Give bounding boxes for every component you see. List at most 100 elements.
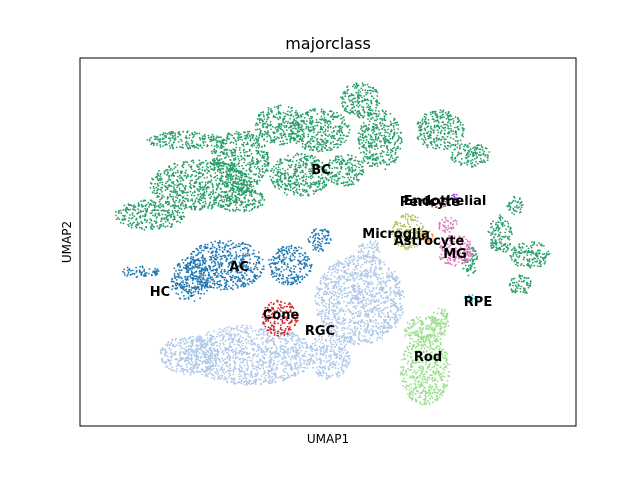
point-rgc [338, 337, 341, 340]
point-rgc [318, 345, 321, 348]
point-rod [423, 378, 426, 381]
point-rod [436, 332, 439, 335]
point-bc [257, 165, 259, 168]
point-bc [175, 146, 178, 149]
point-rgc [243, 381, 246, 384]
point-rgc [390, 271, 393, 274]
point-rgc [166, 355, 169, 358]
point-rgc [294, 354, 297, 356]
point-bc [151, 141, 154, 144]
point-bc [169, 169, 172, 172]
point-rgc [172, 343, 175, 346]
point-rgc [327, 315, 329, 318]
point-rgc [253, 342, 256, 345]
point-rgc [288, 376, 291, 379]
point-rgc [224, 376, 226, 378]
point-rod [412, 371, 414, 374]
point-rgc [221, 370, 224, 373]
point-rgc [328, 301, 331, 303]
point-rgc [272, 364, 274, 367]
point-bc [210, 179, 213, 182]
point-bc [208, 194, 211, 196]
point-rgc [363, 338, 366, 341]
point-bc [180, 190, 183, 193]
point-rgc [210, 335, 213, 338]
point-rgc [343, 300, 345, 303]
point-rgc [239, 370, 242, 373]
point-rgc [224, 349, 227, 352]
point-rod [426, 381, 429, 384]
point-rgc [376, 276, 378, 279]
point-bc [182, 204, 185, 207]
point-rgc [392, 277, 394, 280]
point-rgc [266, 341, 269, 344]
point-rgc [348, 361, 351, 363]
point-rgc [367, 275, 369, 277]
point-rgc [376, 304, 379, 307]
point-rgc [352, 288, 354, 291]
point-bc [215, 188, 218, 191]
point-bc [236, 189, 238, 192]
point-bc [198, 201, 201, 204]
point-bc [203, 206, 206, 208]
point-rgc [327, 282, 330, 285]
point-rgc [279, 375, 281, 378]
point-rod [429, 374, 431, 377]
point-rgc [292, 335, 294, 338]
point-rgc [212, 347, 215, 350]
point-rgc [231, 348, 234, 351]
point-rgc [336, 301, 338, 304]
point-rgc [370, 260, 373, 263]
point-rgc [338, 311, 341, 313]
point-rgc [384, 325, 387, 328]
point-rgc [177, 363, 180, 366]
point-rgc [303, 362, 305, 365]
point-rgc [311, 362, 314, 365]
point-rgc [240, 326, 243, 329]
point-rod [435, 325, 437, 328]
point-rgc [353, 332, 355, 335]
point-rgc [265, 348, 268, 351]
point-rgc [378, 307, 381, 310]
point-bc [261, 155, 264, 158]
point-rgc [375, 325, 378, 328]
point-rod [415, 340, 417, 343]
point-rod [434, 317, 437, 320]
point-bc [188, 137, 191, 139]
point-rgc [372, 293, 374, 296]
point-bc [182, 163, 185, 166]
point-rgc [268, 356, 271, 359]
point-rgc [222, 330, 225, 333]
point-bc [236, 177, 239, 180]
point-rgc [222, 359, 225, 362]
point-bc [181, 183, 184, 186]
point-bc [213, 164, 216, 167]
point-bc [159, 145, 162, 148]
point-rgc [315, 293, 318, 295]
point-rgc [322, 300, 325, 303]
point-rgc [227, 338, 230, 341]
point-rod [434, 335, 437, 337]
point-bc [234, 151, 236, 154]
point-rgc [189, 363, 192, 366]
point-bc [221, 180, 224, 183]
point-rgc [180, 367, 183, 370]
point-rgc [294, 365, 297, 368]
point-bc [173, 184, 176, 186]
point-rod [443, 371, 445, 374]
point-rod [427, 399, 429, 402]
point-rod [436, 337, 438, 340]
point-bc [177, 171, 179, 174]
point-rgc [335, 324, 337, 327]
point-rgc [338, 308, 341, 311]
point-rgc [211, 352, 214, 354]
point-rgc [284, 356, 287, 359]
point-rgc [364, 269, 367, 271]
point-bc [220, 175, 223, 178]
point-rgc [398, 295, 401, 297]
point-bc [237, 131, 240, 134]
point-rgc [363, 247, 366, 250]
point-rgc [395, 305, 398, 308]
point-bc [237, 158, 240, 160]
point-rgc [372, 287, 375, 290]
